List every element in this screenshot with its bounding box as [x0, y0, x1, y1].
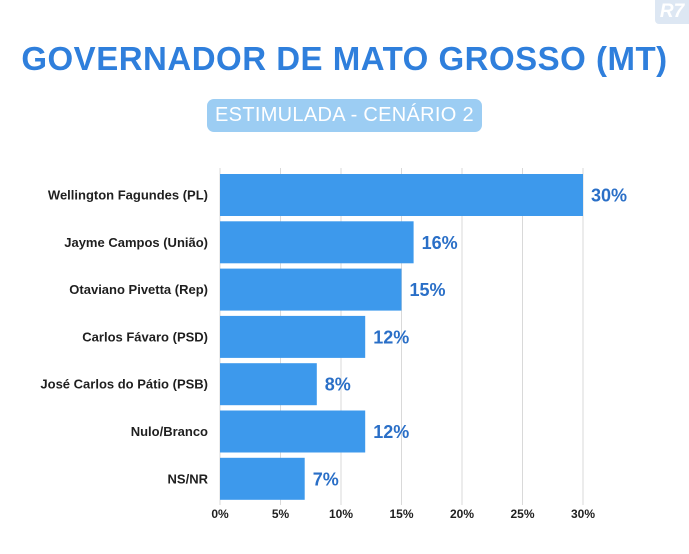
x-tick-label-1: 5% [272, 507, 290, 521]
bar-4 [220, 363, 317, 406]
subtitle-container: ESTIMULADA - CENÁRIO 2 [0, 99, 689, 132]
category-label-6: NS/NR [168, 471, 209, 486]
x-tick-label-2: 10% [329, 507, 353, 521]
value-label-3: 12% [373, 327, 409, 347]
bar-3 [220, 315, 366, 358]
x-tick-label-4: 20% [450, 507, 474, 521]
category-label-0: Wellington Fagundes (PL) [48, 188, 208, 203]
r7-logo: R7 [655, 0, 689, 24]
category-label-4: José Carlos do Pátio (PSB) [40, 377, 208, 392]
bar-1 [220, 221, 414, 264]
chart-title: GOVERNADOR DE MATO GROSSO (MT) [21, 40, 668, 77]
value-label-5: 12% [373, 422, 409, 442]
x-tick-label-3: 15% [389, 507, 413, 521]
x-tick-label-5: 25% [510, 507, 534, 521]
bar-2 [220, 268, 402, 311]
bar-5 [220, 410, 366, 453]
bar-0 [220, 174, 583, 216]
category-label-3: Carlos Fávaro (PSD) [82, 329, 208, 344]
chart-subtitle-badge: ESTIMULADA - CENÁRIO 2 [207, 99, 482, 132]
value-label-1: 16% [422, 233, 458, 253]
value-label-6: 7% [313, 469, 339, 489]
x-tick-label-0: 0% [211, 507, 229, 521]
x-tick-label-6: 30% [571, 507, 595, 521]
category-label-5: Nulo/Branco [131, 424, 208, 439]
category-label-1: Jayme Campos (União) [64, 235, 208, 250]
value-label-2: 15% [410, 280, 446, 300]
value-label-4: 8% [325, 375, 351, 395]
category-label-2: Otaviano Pivetta (Rep) [69, 282, 208, 297]
value-label-0: 30% [591, 186, 627, 206]
bar-6 [220, 457, 305, 500]
